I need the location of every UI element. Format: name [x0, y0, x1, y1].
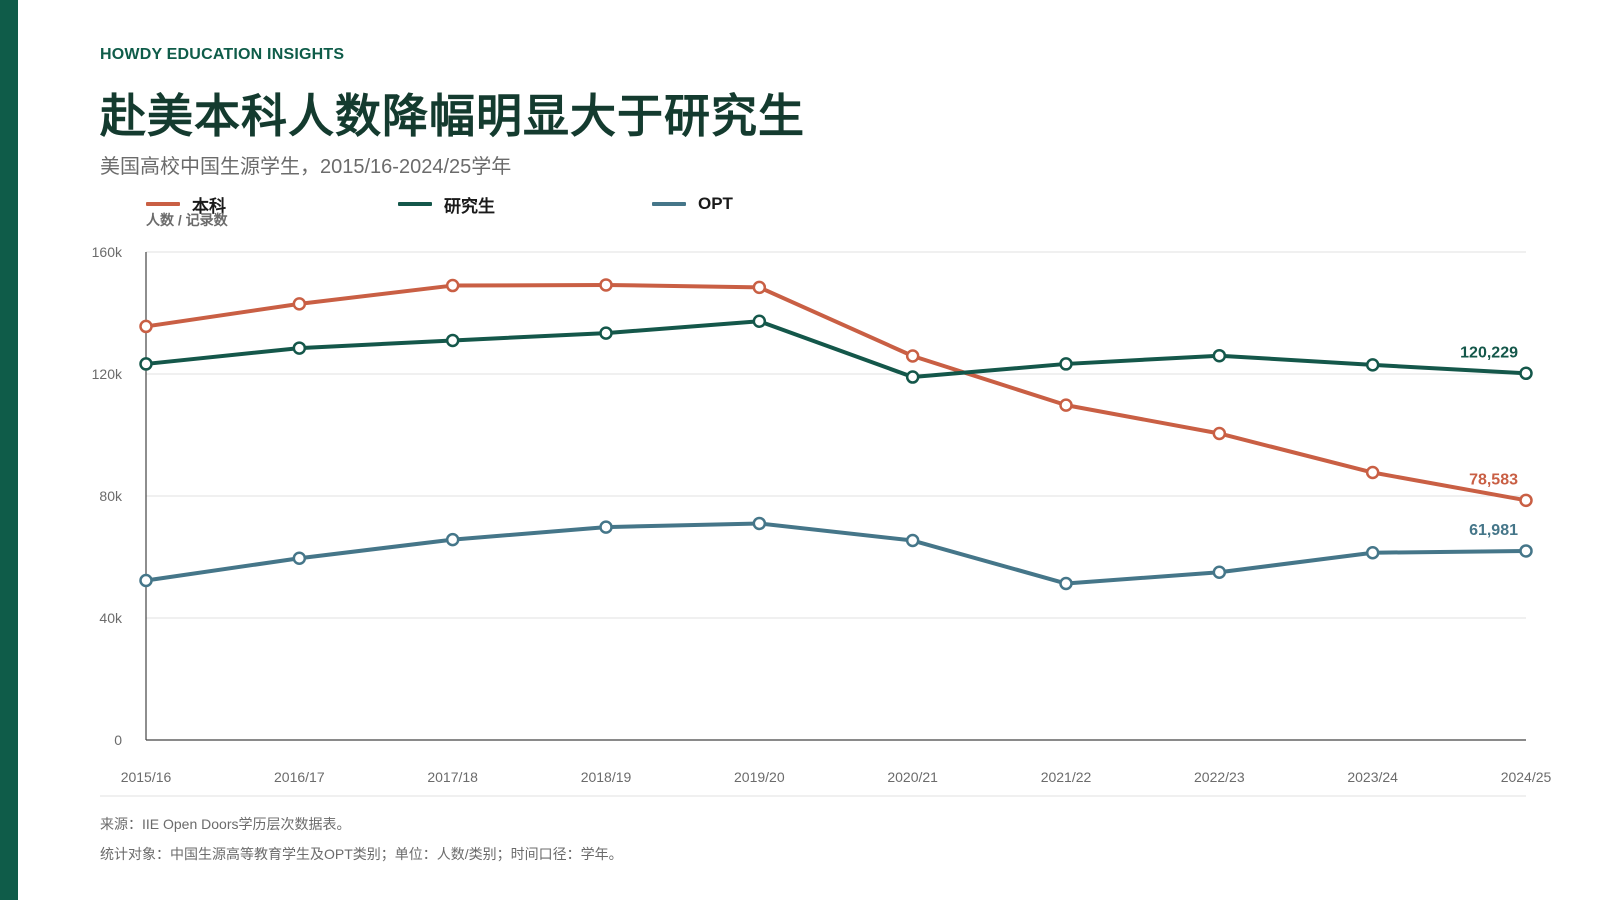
- data-point-s0-7: [1212, 426, 1227, 441]
- data-point-s0-6: [1059, 398, 1073, 412]
- x-tick-label: 2024/25: [1501, 769, 1552, 785]
- legend-swatch-graduate: [398, 202, 432, 206]
- legend-label-undergrad: 本科: [192, 196, 226, 216]
- data-point-s0-2: [445, 278, 460, 293]
- data-point-s0-9: [1519, 493, 1533, 508]
- data-point-s2-8: [1365, 545, 1380, 560]
- x-tick-label: 2020/21: [887, 769, 938, 785]
- chart-legend: 本科 研究生 OPT: [146, 192, 946, 216]
- data-point-s1-0: [139, 357, 153, 371]
- x-tick-label: 2023/24: [1347, 769, 1398, 785]
- x-tick-label: 2019/20: [734, 769, 785, 785]
- data-point-s1-3: [599, 326, 613, 340]
- x-tick-label: 2018/19: [581, 769, 632, 785]
- y-tick-label: 0: [114, 732, 122, 748]
- data-point-s0-3: [599, 278, 613, 292]
- y-tick-label: 40k: [99, 610, 123, 626]
- data-point-s1-4: [752, 314, 767, 328]
- x-tick-label: 2021/22: [1041, 769, 1092, 785]
- legend-label-graduate: 研究生: [444, 196, 495, 216]
- data-point-s2-6: [1059, 576, 1073, 591]
- x-tick-label: 2017/18: [427, 769, 478, 785]
- data-point-s0-5: [905, 349, 920, 363]
- chart-subtitle: 美国高校中国生源学生，2015/16-2024/25学年: [100, 156, 512, 178]
- series-line-0: [144, 282, 1528, 503]
- data-point-s2-9: [1519, 544, 1533, 558]
- y-tick-label: 120k: [92, 366, 123, 382]
- legend-swatch-opt: [652, 202, 686, 206]
- legend-item-graduate: 研究生: [398, 192, 495, 216]
- end-value-label-2: 61,981: [1469, 522, 1518, 539]
- data-point-s1-6: [1059, 357, 1073, 371]
- y-axis-label: 人数 / 记录数: [146, 212, 228, 228]
- x-tick-label: 2022/23: [1194, 769, 1245, 785]
- accent-side-bar: [0, 0, 18, 900]
- data-point-s1-8: [1365, 358, 1380, 372]
- legend-label-opt: OPT: [698, 194, 733, 213]
- data-point-s1-9: [1519, 366, 1533, 381]
- chart-title: 赴美本科人数降幅明显大于研究生: [100, 90, 805, 142]
- data-point-s2-5: [905, 533, 920, 548]
- y-tick-label: 80k: [99, 488, 123, 504]
- data-point-s1-5: [905, 370, 920, 384]
- data-point-s2-4: [752, 516, 767, 531]
- data-point-s1-7: [1212, 348, 1227, 363]
- y-tick-label: 160k: [92, 244, 123, 260]
- data-point-s2-2: [445, 532, 460, 547]
- data-point-s0-8: [1365, 465, 1380, 480]
- data-point-s2-0: [139, 573, 153, 588]
- legend-item-undergrad: 本科: [146, 192, 226, 216]
- brand-kicker: HOWDY EDUCATION INSIGHTS: [100, 46, 345, 63]
- scope-note: 统计对象：中国生源高等教育学生及OPT类别；单位：人数/类别；时间口径：学年。: [100, 846, 623, 862]
- end-value-label-1: 120,229: [1460, 344, 1518, 361]
- data-point-s2-7: [1212, 565, 1227, 579]
- series-line-1: [144, 319, 1528, 380]
- data-point-s1-2: [445, 333, 460, 348]
- source-note: 来源：IIE Open Doors学历层次数据表。: [100, 816, 351, 832]
- data-point-s0-1: [292, 297, 307, 311]
- x-tick-label: 2016/17: [274, 769, 325, 785]
- series-line-2: [144, 521, 1528, 586]
- data-point-s1-1: [292, 341, 307, 355]
- x-tick-label: 2015/16: [121, 769, 172, 785]
- data-point-s2-3: [599, 520, 613, 534]
- legend-swatch-undergrad: [146, 202, 180, 206]
- data-point-s0-0: [139, 319, 153, 334]
- end-value-label-0: 78,583: [1469, 471, 1518, 488]
- data-point-s2-1: [292, 551, 307, 565]
- legend-item-opt: OPT: [652, 192, 733, 216]
- data-point-s0-4: [752, 280, 767, 295]
